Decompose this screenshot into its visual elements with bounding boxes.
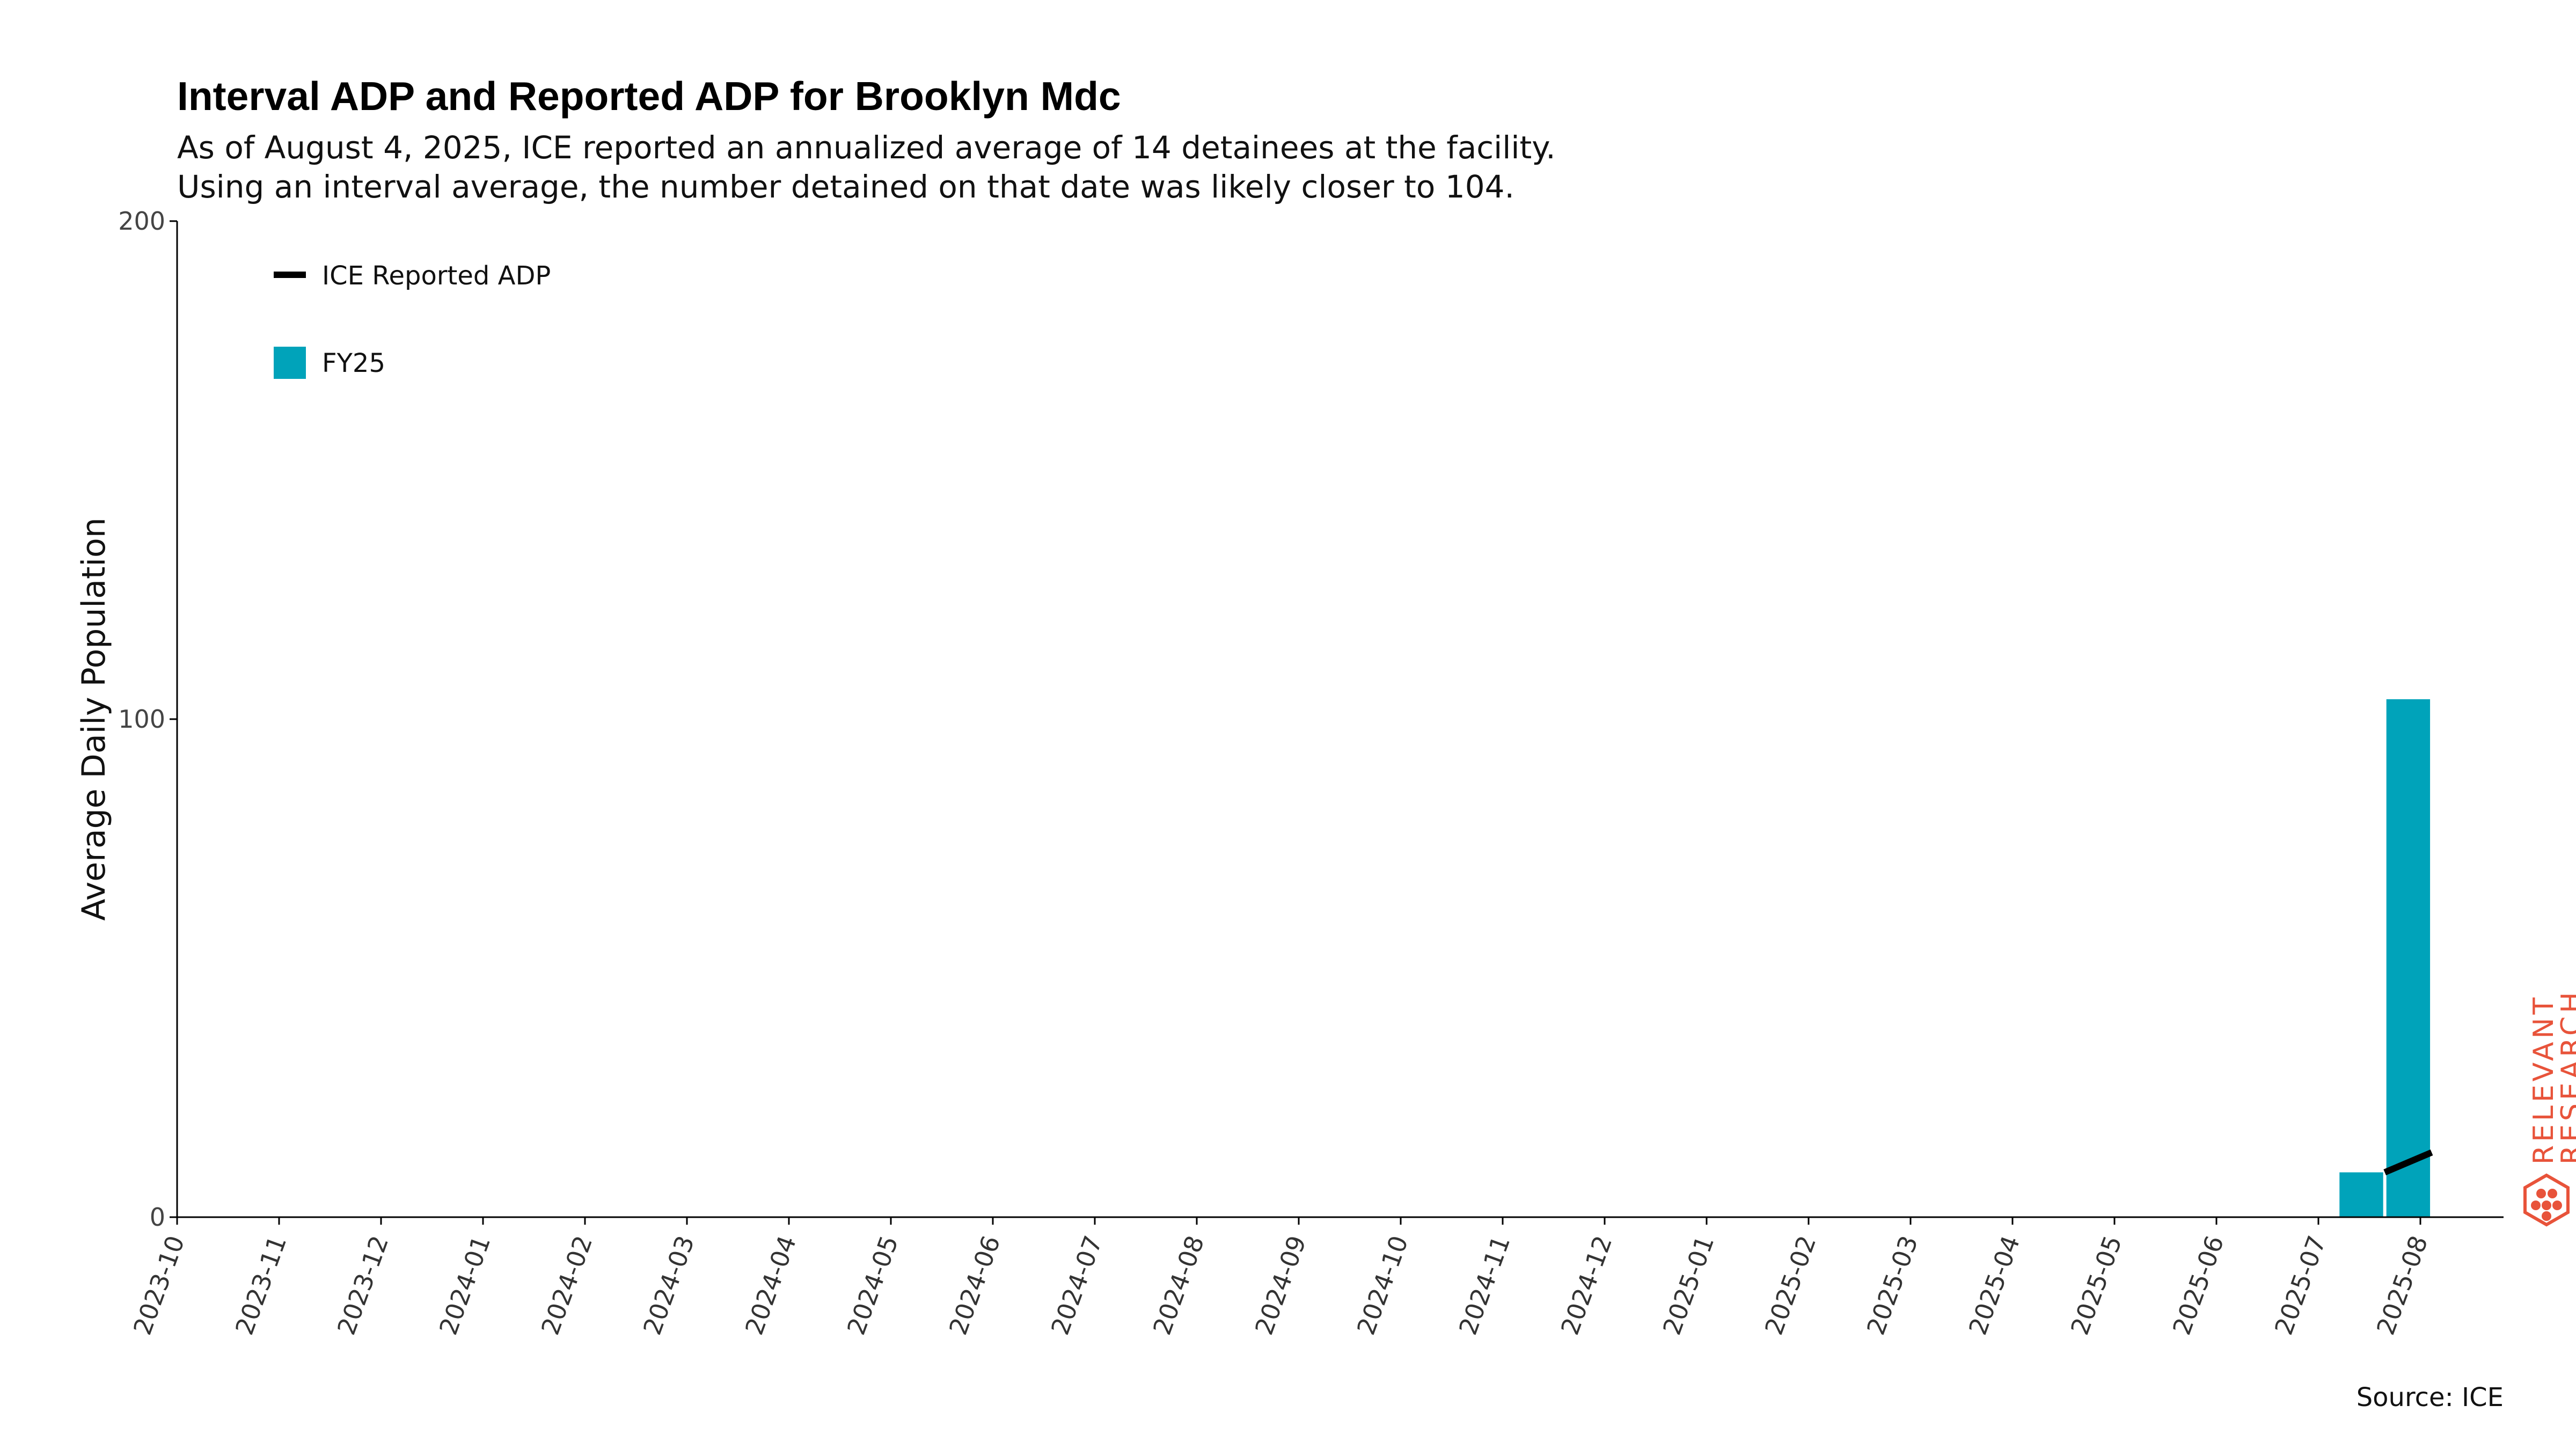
series-line-ice-reported-adp — [2383, 1149, 2433, 1176]
legend-label-ice-reported-adp: ICE Reported ADP — [322, 261, 551, 291]
x-tick-label-2024-11: 2024-11 — [1453, 1232, 1516, 1338]
logo-text-line-2: RESEARCH — [2556, 989, 2576, 1165]
x-tick-label-2025-01: 2025-01 — [1657, 1232, 1719, 1338]
reported-adp-line — [2383, 1149, 2433, 1176]
x-tick-label-2024-03: 2024-03 — [638, 1232, 700, 1338]
x-tick-label-2025-07: 2025-07 — [2269, 1232, 2331, 1338]
logo-text-line-1: RELEVANT — [2528, 994, 2560, 1165]
x-tick-label-2025-02: 2025-02 — [1759, 1232, 1821, 1338]
x-axis: 2023-10 2023-11 2023-12 2024-01 2024-02 2024-… — [128, 1217, 2433, 1338]
x-tick-label-2023-11: 2023-11 — [230, 1232, 292, 1338]
x-tick-label-2024-02: 2024-02 — [536, 1232, 598, 1338]
x-tick-label-2025-08: 2025-08 — [2371, 1232, 2433, 1338]
x-tick-label-2024-08: 2024-08 — [1147, 1232, 1210, 1338]
x-tick-label-2024-12: 2024-12 — [1555, 1232, 1618, 1338]
x-tick-label-2024-07: 2024-07 — [1045, 1232, 1108, 1338]
legend: ICE Reported ADP FY25 — [274, 261, 551, 379]
x-tick-label-2024-04: 2024-04 — [740, 1232, 802, 1338]
y-tick-label-100: 100 — [118, 705, 165, 734]
legend-swatch-fy25 — [274, 347, 306, 379]
y-axis-label: Average Daily Population — [75, 517, 113, 921]
chart-subtitle-line-2: Using an interval average, the number de… — [177, 169, 1514, 205]
x-tick-label-2024-09: 2024-09 — [1249, 1232, 1312, 1338]
source-caption: Source: ICE — [2357, 1382, 2504, 1413]
bar-fy25-0 — [2339, 1172, 2383, 1217]
y-tick-label-0: 0 — [150, 1203, 165, 1232]
x-tick-label-2024-10: 2024-10 — [1351, 1232, 1414, 1338]
x-tick-label-2025-03: 2025-03 — [1861, 1232, 1923, 1338]
x-tick-label-2024-01: 2024-01 — [434, 1232, 496, 1338]
x-tick-label-2024-06: 2024-06 — [943, 1232, 1006, 1338]
x-tick-label-2025-06: 2025-06 — [2167, 1232, 2229, 1338]
chart-title: Interval ADP and Reported ADP for Brookl… — [177, 74, 1121, 119]
chart-subtitle-line-1: As of August 4, 2025, ICE reported an an… — [177, 129, 1556, 166]
bars — [2339, 699, 2431, 1217]
y-axis: 0 100 200 — [118, 207, 177, 1232]
y-tick-label-200: 200 — [118, 207, 165, 236]
x-tick-label-2025-05: 2025-05 — [2065, 1232, 2127, 1338]
x-tick-label-2023-10: 2023-10 — [128, 1232, 190, 1338]
x-tick-label-2023-12: 2023-12 — [332, 1232, 394, 1338]
x-tick-label-2024-05: 2024-05 — [841, 1232, 904, 1338]
legend-label-fy25: FY25 — [322, 348, 385, 378]
bar-fy25-1 — [2386, 699, 2431, 1217]
x-tick-label-2025-04: 2025-04 — [1963, 1232, 2025, 1338]
relevant-research-logo: RELEVANT RESEARCH — [2523, 989, 2576, 1227]
logo-hexagon-icon — [2523, 1173, 2570, 1227]
